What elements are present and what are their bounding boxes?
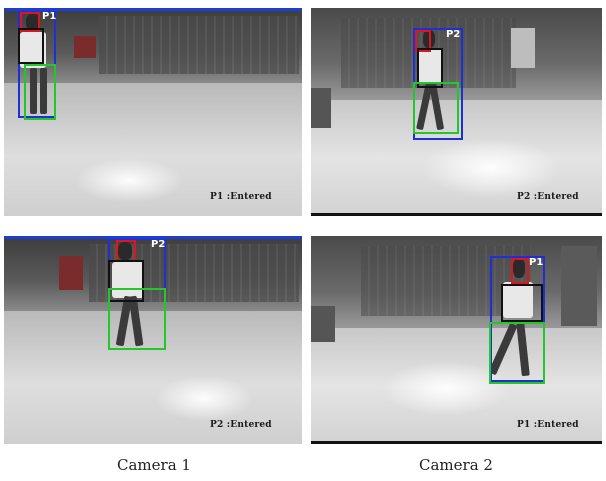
frame-top-edge [4,236,302,239]
caption-camera-2: Camera 2 [419,456,493,474]
torso-box [108,260,144,302]
legs-box [489,322,545,384]
person-tag: P1 [529,257,544,268]
status-text: P2 :Entered [210,420,272,430]
tracking-box [490,256,545,382]
legs-box [413,82,459,134]
status-text: P1 :Entered [210,192,272,202]
floor [4,311,302,444]
person-tag: P2 [151,239,166,250]
head-box [415,30,431,52]
wall-lockers [99,16,299,74]
side-object [311,306,335,342]
torso-box [18,28,44,64]
floor-glare [154,376,254,421]
status-text: P1 :Entered [517,420,579,430]
side-object [311,88,331,128]
head-box [511,258,529,284]
person-tag: P2 [446,29,461,40]
wall-panel [74,36,96,58]
legs-box [24,64,56,120]
head-box [116,240,136,262]
head-box [20,12,40,32]
camera1-frame-bottom: P2 P2 :Entered [4,236,302,444]
floor-glare [74,158,184,203]
wall-panel [59,256,83,290]
torso-box [417,48,443,88]
caption-camera-1: Camera 1 [117,456,191,474]
camera2-frame-top: P2 P2 :Entered [311,8,602,216]
wall-panel [511,28,535,68]
torso-box [501,284,543,322]
person-tag: P1 [42,11,57,22]
camera1-frame-top: P1 P1 :Entered [4,8,302,216]
frame-top-edge [4,8,302,11]
frame-bottom-edge [311,441,602,444]
camera2-frame-bottom: P1 P1 :Entered [311,236,602,444]
wall-panel [561,246,597,326]
status-text: P2 :Entered [517,192,579,202]
floor-glare [421,138,561,198]
frame-bottom-edge [311,213,602,216]
legs-box [108,288,166,350]
